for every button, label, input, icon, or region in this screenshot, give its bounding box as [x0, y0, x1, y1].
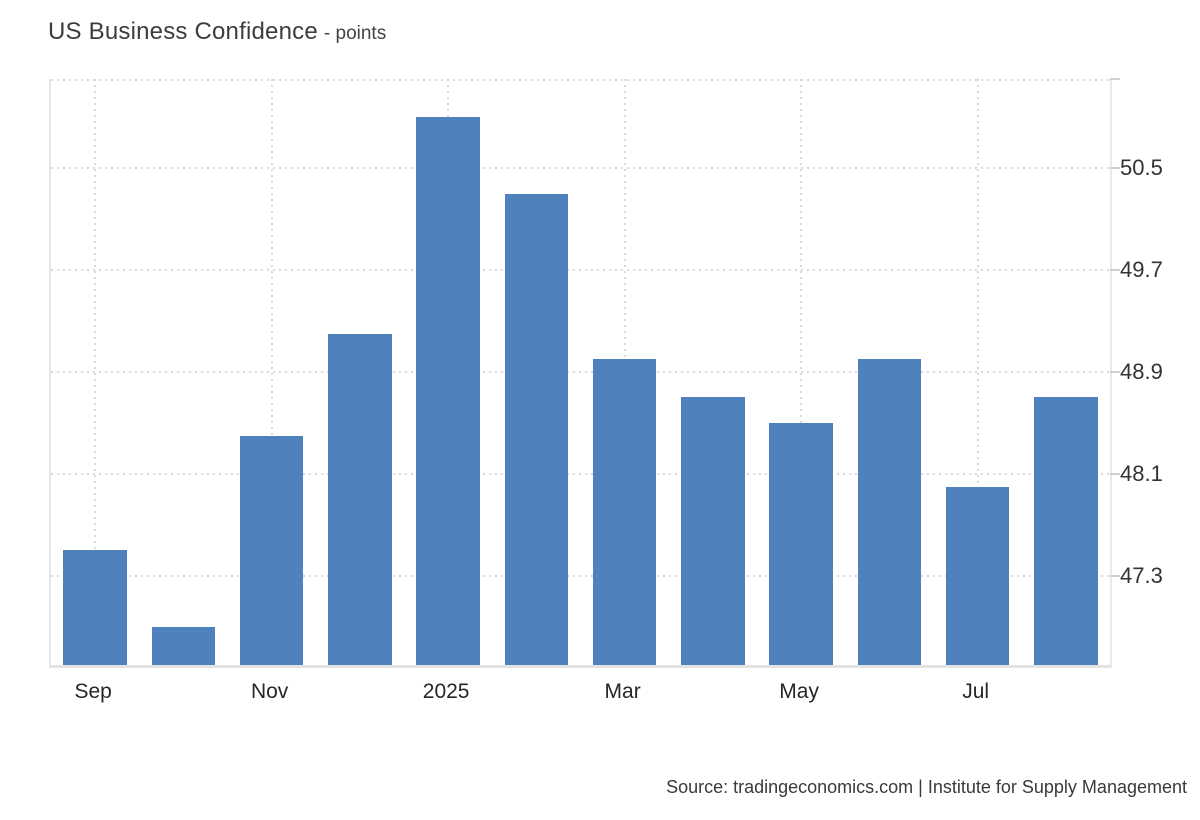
- bar-nov-2024[interactable]: [239, 435, 304, 665]
- y-gridline-49.7: [51, 269, 1110, 272]
- x-gridline-jul: [976, 79, 979, 665]
- bar-jul-2025[interactable]: [945, 486, 1010, 665]
- y-gridline-47.3: [51, 574, 1110, 577]
- x-gridline-may: [800, 79, 803, 665]
- y-gridline-50.5: [51, 167, 1110, 170]
- plot-area: [49, 79, 1112, 668]
- y-axis-label-50.5: 50.5: [1120, 155, 1163, 181]
- y-axis-label-47.3: 47.3: [1120, 562, 1163, 588]
- y-tick-48.9: [1110, 371, 1120, 373]
- bar-jun-2025[interactable]: [857, 359, 922, 665]
- x-axis-label-may: May: [779, 680, 819, 703]
- bar-apr-2025[interactable]: [681, 397, 745, 665]
- source-attribution: Source: tradingeconomics.com | Institute…: [666, 777, 1187, 797]
- chart-title: US Business Confidence: [48, 18, 318, 45]
- bar-feb-2025[interactable]: [504, 193, 569, 665]
- bar-oct-2024[interactable]: [151, 626, 216, 665]
- plot-top-border: [51, 79, 1110, 81]
- chart-subtitle-unit: - points: [323, 23, 387, 44]
- x-axis-label-mar: Mar: [604, 680, 641, 703]
- y-gridline-48.1: [51, 472, 1110, 475]
- y-axis-label-48.1: 48.1: [1120, 460, 1163, 486]
- y-gridline-48.9: [51, 371, 1110, 373]
- y-tick-47.3: [1110, 574, 1120, 577]
- y-tick-49.7: [1110, 269, 1120, 272]
- x-axis-label-jul: Jul: [962, 680, 990, 703]
- x-gridline-nov: [270, 79, 273, 665]
- bar-may-2025[interactable]: [769, 422, 833, 665]
- x-axis-label-nov: Nov: [250, 680, 289, 703]
- chart-header: US Business Confidence - points: [48, 18, 386, 46]
- bar-dec-2024[interactable]: [328, 333, 392, 665]
- x-axis-label-2025: 2025: [422, 680, 470, 703]
- y-tick-50.5: [1110, 167, 1120, 170]
- y-axis-label-49.7: 49.7: [1120, 257, 1163, 283]
- bar-aug-2025[interactable]: [1034, 397, 1098, 665]
- y-tick-48.1: [1110, 472, 1120, 475]
- y-axis-label-48.9: 48.9: [1120, 359, 1163, 384]
- y-tick-top: [1110, 78, 1120, 80]
- bar-sep-2024[interactable]: [63, 550, 127, 665]
- bar-jan-2025[interactable]: [416, 117, 480, 665]
- bar-mar-2025[interactable]: [592, 359, 657, 665]
- x-gridline-sep: [94, 79, 97, 665]
- x-axis-label-sep: Sep: [74, 680, 112, 703]
